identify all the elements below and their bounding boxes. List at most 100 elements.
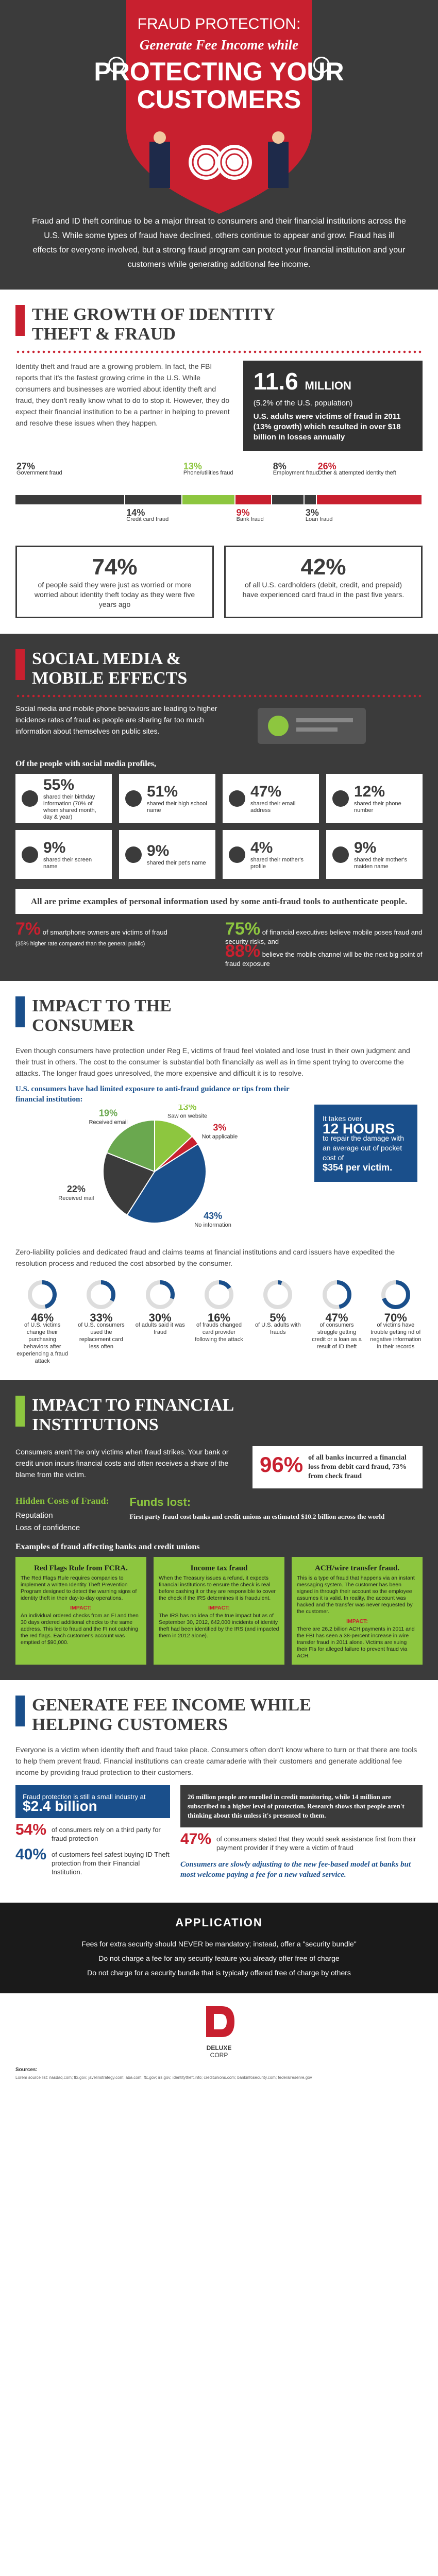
application-item: Fees for extra security should NEVER be … [81, 1940, 357, 1948]
market-size-stat: Fraud protection is still a small indust… [15, 1785, 170, 1818]
pie-slice [154, 1119, 193, 1173]
fee-note: Consumers are slowly adjusting to the ne… [180, 1860, 411, 1879]
profile-stat-card: 9% shared their mother's maiden name [326, 830, 423, 879]
progress-ring [322, 1280, 351, 1309]
funds-lost: Funds lost: First party fraud cost banks… [129, 1496, 385, 1520]
hidden-costs: Hidden Costs of Fraud: Reputation Loss of… [15, 1496, 109, 1534]
third-party-stat: 54% of consumers rely on a third party fo… [15, 1821, 161, 1843]
intro-text: Fraud and ID theft continue to be a majo… [0, 214, 438, 290]
pie-slice [103, 1151, 156, 1216]
pie-slice [126, 1143, 207, 1224]
consumer-heading-2: CONSUMER [32, 1016, 134, 1035]
social-body: Social media and mobile phone behaviors … [15, 704, 217, 735]
badge-right-icon [313, 57, 330, 73]
logo-text-1: DELUXE [206, 2044, 232, 2052]
consumer-section: IMPACT TO THE CONSUMER Even though consum… [0, 981, 438, 1380]
pie-value-label: 22% [67, 1184, 86, 1194]
profile-stat-card: 12% shared their phone number [326, 774, 423, 823]
progress-ring [28, 1280, 57, 1309]
consumer-heading-1: IMPACT TO THE [32, 996, 172, 1015]
impact-ring-stat: 5% of U.S. adults with frauds [251, 1279, 305, 1365]
fraud-victims-stat: 11.6 MILLION (5.2% of the U.S. populatio… [243, 361, 423, 451]
pie-category-label: Not applicable [202, 1133, 238, 1140]
progress-ring [263, 1280, 293, 1309]
application-item: Do not charge for a security bundle that… [87, 1969, 351, 1977]
mother-icon [229, 846, 245, 863]
deluxe-logo [206, 2006, 234, 2037]
fraud-type-bar [304, 495, 316, 504]
screen-icon [22, 846, 38, 863]
impact-ring-stat: 47% of consumers struggle getting credit … [310, 1279, 363, 1365]
footer: DELUXE CORP Sources: Lorem source list: … [0, 1993, 438, 2096]
fraud-type-label: 3% Loan fraud [305, 507, 333, 522]
profile-stat-card: 47% shared their email address [223, 774, 319, 823]
guidance-pie-chart: 13%Saw on website 3%Not applicable 43%No i… [58, 1102, 238, 1228]
profile-stat-card: 55% shared their birthday information (70… [15, 774, 112, 823]
social-heading-2: MOBILE EFFECTS [32, 669, 188, 688]
fraud-example-card: ACH/wire transfer fraud. This is a type o… [292, 1557, 423, 1665]
card-fraud-stat: 42% of all U.S. cardholders (debit, cred… [224, 546, 423, 618]
fraud-example-card: Red Flags Rule from FCRA. The Red Flags R… [15, 1557, 146, 1665]
fraud-type-label: 13% Phone/utilities fraud [183, 461, 233, 476]
title-line2: Generate Fee Income while [139, 37, 299, 53]
logo-text-2: CORP [210, 2052, 228, 2059]
pie-value-label: 3% [213, 1122, 226, 1132]
impact-ring-stat: 70% of victims have trouble getting rid o… [369, 1279, 423, 1365]
sources: Sources: Lorem source list: nasdaq.com; … [15, 2067, 312, 2080]
progress-ring [145, 1280, 175, 1309]
profiles-title: Of the people with social media profiles… [15, 759, 157, 768]
hidden-cost-item: Reputation [15, 1511, 53, 1520]
fee-section: GENERATE FEE INCOME WHILE HELPING CUSTOME… [0, 1680, 438, 1903]
fi-heading-2: INSTITUTIONS [32, 1415, 159, 1434]
pie-category-label: No information [194, 1222, 231, 1228]
school-icon [125, 790, 142, 807]
title-line1: FRAUD PROTECTION: [137, 15, 301, 32]
fraud-type-bar [272, 495, 304, 504]
section-marker-icon [15, 305, 25, 336]
hidden-cost-item: Loss of confidence [15, 1523, 80, 1532]
section-marker-icon [15, 649, 25, 680]
impact-ring-stat: 46% of U.S. victims change their purchasi… [15, 1279, 69, 1365]
fi-section: IMPACT TO FINANCIAL INSTITUTIONS Consumer… [0, 1380, 438, 1680]
fraud-type-label: 14% Credit card fraud [126, 507, 169, 522]
consumer-body: Even though consumers have protection un… [15, 1046, 410, 1077]
profile-stat-card: 9% shared their screen name [15, 830, 112, 879]
examples-title: Examples of fraud affecting banks and cr… [15, 1543, 200, 1551]
all-prime-banner: All are prime examples of personal infor… [15, 889, 423, 914]
mother-name-icon [332, 846, 349, 863]
pie-title: U.S. consumers have had limited exposure… [15, 1085, 290, 1104]
application-item: Do not charge a fee for any security fea… [98, 1954, 340, 1962]
fraud-type-bar [316, 495, 422, 504]
impact-ring-stat: 16% of frauds changed card provider follo… [192, 1279, 246, 1365]
fraud-type-bar [235, 495, 271, 504]
police-fingerprint-illustration [149, 131, 289, 188]
growth-heading-1: THE GROWTH OF IDENTITY [32, 305, 275, 324]
pie-value-label: 19% [99, 1108, 117, 1118]
pie-category-label: Received mail [58, 1195, 94, 1201]
fraud-type-label: 26% Other & attempted identity theft [317, 461, 396, 476]
growth-section: THE GROWTH OF IDENTITY THEFT & FRAUD Iden… [0, 290, 438, 634]
fi-body: Consumers aren't the only victims when f… [15, 1448, 229, 1479]
fraud-type-bar: 27% Government fraud 14% Credit card fraud 1… [15, 461, 423, 535]
dotted-divider [15, 350, 423, 353]
fraud-type-bar [15, 495, 125, 504]
worried-stat: 74% of people said they were just as wor… [15, 546, 214, 618]
header: FRAUD PROTECTION: Generate Fee Income wh… [0, 0, 438, 237]
section-marker-icon [15, 1396, 25, 1427]
profile-stat-card: 4% shared their mother's profile [223, 830, 319, 879]
payment-provider-stat: 47% of consumers stated that they would s… [180, 1831, 416, 1852]
progress-ring [381, 1280, 410, 1309]
pie-category-label: Saw on website [167, 1113, 207, 1120]
title-line4: CUSTOMERS [137, 85, 301, 114]
growth-body: Identity theft and fraud are a growing p… [15, 362, 230, 427]
social-section: SOCIAL MEDIA & MOBILE EFFECTS Social medi… [0, 634, 438, 981]
section-marker-icon [15, 1696, 25, 1726]
fee-heading-1: GENERATE FEE INCOME WHILE [32, 1696, 311, 1715]
fi-safest-stat: 40% of customers feel safest buying ID Th… [15, 1846, 170, 1876]
fraud-example-card: Income tax fraud When the Treasury issues… [154, 1557, 284, 1665]
progress-ring [87, 1280, 116, 1309]
pie-value-label: 43% [204, 1211, 222, 1221]
pie-value-label: 13% [178, 1105, 197, 1112]
growth-heading-2: THEFT & FRAUD [32, 325, 176, 344]
fraud-type-label: 9% Bank fraud [236, 507, 264, 522]
